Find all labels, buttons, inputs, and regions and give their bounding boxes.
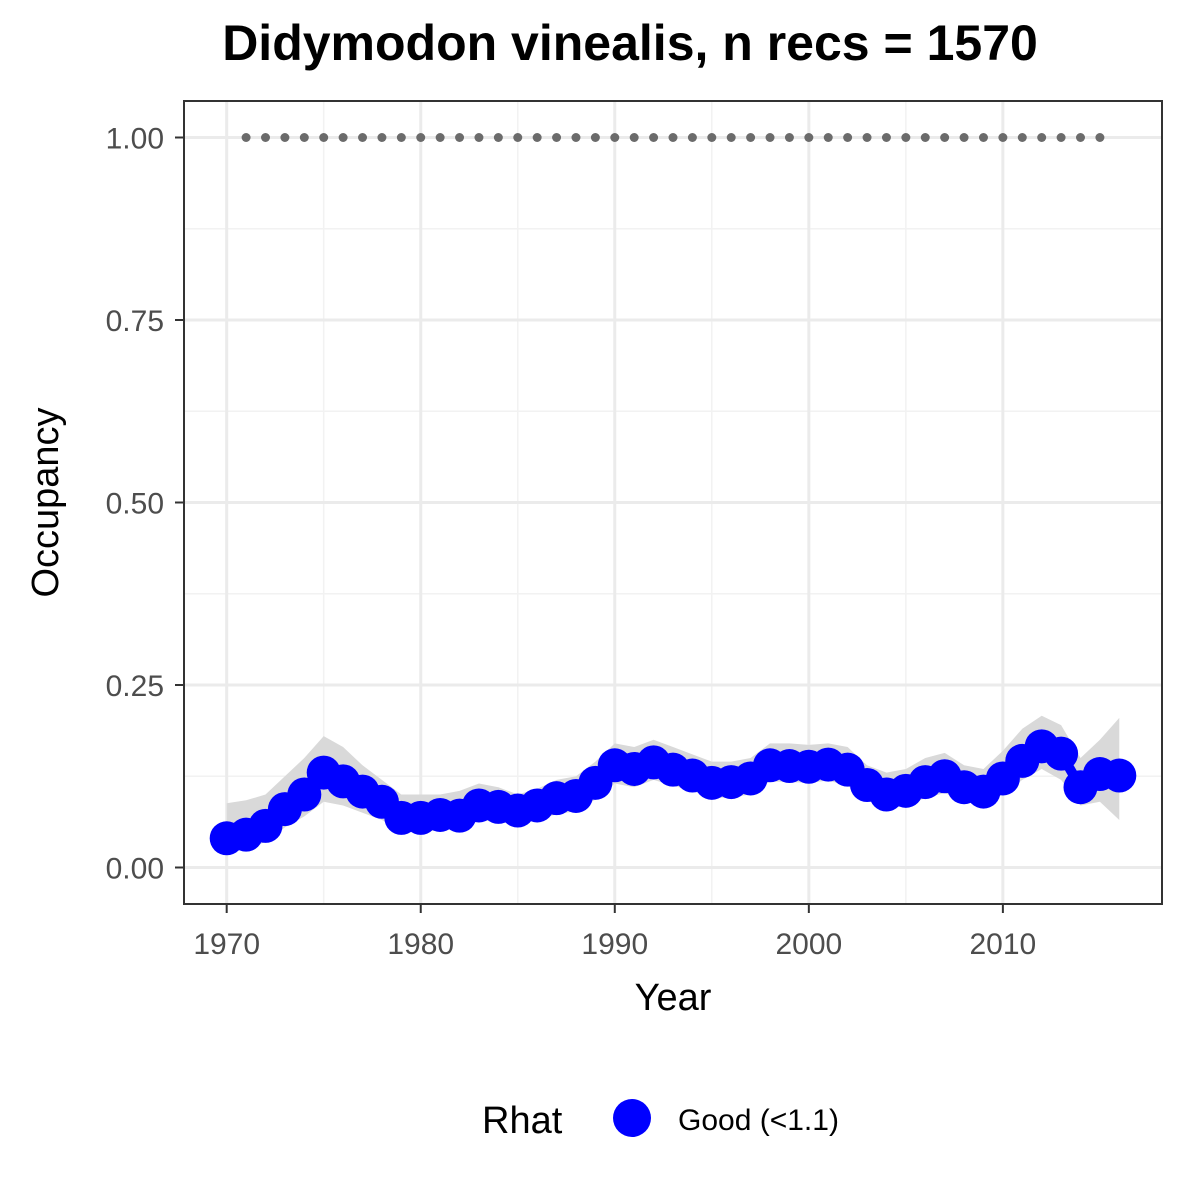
record-point-1988 <box>571 133 581 142</box>
record-point-1991 <box>629 133 639 142</box>
record-point-1982 <box>455 133 465 142</box>
y-axis-title: Occupancy <box>25 407 67 597</box>
record-point-1976 <box>338 133 348 142</box>
occupancy-point-2013 <box>1044 736 1079 771</box>
record-point-1998 <box>765 133 775 142</box>
record-point-2006 <box>920 133 930 142</box>
record-point-2000 <box>804 133 814 142</box>
record-point-2005 <box>901 133 911 142</box>
record-point-1999 <box>784 133 794 142</box>
record-point-2001 <box>823 133 833 142</box>
record-point-2013 <box>1056 133 1066 142</box>
y-tick-label-0.50: 0.50 <box>106 488 164 521</box>
record-point-2015 <box>1095 133 1105 142</box>
record-point-2009 <box>978 133 988 142</box>
legend-key-good <box>613 1099 651 1137</box>
record-point-1984 <box>493 133 503 142</box>
record-point-1975 <box>319 133 329 142</box>
record-point-1985 <box>513 133 523 142</box>
record-point-2007 <box>940 133 950 142</box>
record-point-1981 <box>435 133 445 142</box>
record-point-1995 <box>707 133 717 142</box>
record-point-2004 <box>881 133 891 142</box>
record-point-1989 <box>590 133 600 142</box>
y-tick-label-0.75: 0.75 <box>106 305 164 338</box>
record-point-2008 <box>959 133 969 142</box>
record-point-1980 <box>416 133 426 142</box>
record-point-1972 <box>261 133 270 142</box>
x-tick-label-1980: 1980 <box>387 928 454 961</box>
x-tick-label-2010: 2010 <box>970 928 1037 961</box>
record-point-1978 <box>377 133 387 142</box>
x-tick-label-1970: 1970 <box>193 928 260 961</box>
record-point-1979 <box>396 133 406 142</box>
legend-title: Rhat <box>482 1100 563 1142</box>
record-point-1986 <box>532 133 542 142</box>
y-axis: 0.00 0.25 0.50 0.75 1.00 <box>106 123 184 886</box>
record-point-1992 <box>649 133 659 142</box>
record-point-2011 <box>1017 133 1027 142</box>
x-tick-label-1990: 1990 <box>581 928 648 961</box>
x-axis-title: Year <box>635 977 712 1019</box>
y-tick-label-0.25: 0.25 <box>106 670 164 703</box>
record-point-2002 <box>843 133 853 142</box>
record-point-1977 <box>358 133 368 142</box>
occupancy-point-2016 <box>1102 758 1137 793</box>
record-point-1971 <box>241 133 251 142</box>
records-points-layer <box>241 133 1105 142</box>
y-tick-label-0.00: 0.00 <box>106 853 164 886</box>
y-tick-label-1.00: 1.00 <box>106 123 164 156</box>
record-point-1996 <box>726 133 736 142</box>
record-point-1983 <box>474 133 484 142</box>
record-point-1987 <box>552 133 562 142</box>
record-point-1993 <box>668 133 678 142</box>
record-point-1974 <box>299 133 309 142</box>
record-point-2012 <box>1037 133 1047 142</box>
record-point-2003 <box>862 133 872 142</box>
occupancy-points-layer <box>209 729 1137 856</box>
legend: Rhat Good (<1.1) <box>482 1099 839 1142</box>
chart-title: Didymodon vinealis, n recs = 1570 <box>222 15 1038 71</box>
record-point-1973 <box>280 133 290 142</box>
record-point-2010 <box>998 133 1008 142</box>
record-point-2014 <box>1076 133 1085 142</box>
record-point-1990 <box>610 133 620 142</box>
record-point-1994 <box>687 133 697 142</box>
legend-label-good: Good (<1.1) <box>678 1104 839 1137</box>
record-point-1997 <box>746 133 756 142</box>
occupancy-point-1974 <box>287 777 322 812</box>
x-tick-label-2000: 2000 <box>775 928 842 961</box>
x-axis: 1970 1980 1990 2000 2010 <box>193 904 1036 961</box>
